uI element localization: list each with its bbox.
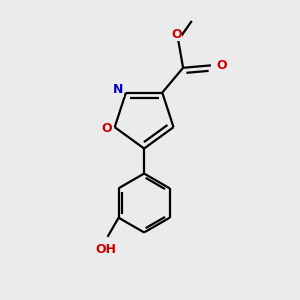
Text: OH: OH [96,243,117,256]
Text: O: O [216,59,227,72]
Text: N: N [112,83,123,96]
Text: O: O [172,28,182,41]
Text: O: O [101,122,112,135]
